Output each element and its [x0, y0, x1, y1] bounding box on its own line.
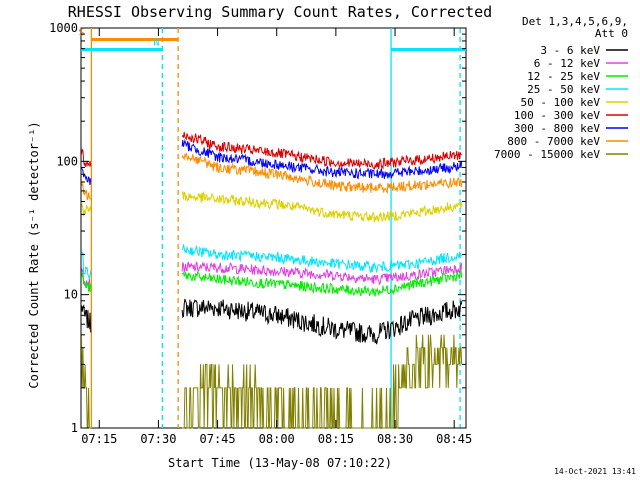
x-tick-label: 08:00: [259, 432, 295, 446]
legend-label: 7000 - 15000 keV: [494, 148, 600, 161]
series-line: [81, 244, 462, 280]
y-axis-label: Corrected Count Rate (s⁻¹ detector⁻¹): [27, 121, 41, 388]
legend-label: 6 - 12 keV: [534, 57, 601, 70]
timestamp: 14-Oct-2021 13:41: [554, 467, 636, 476]
series-line: [81, 298, 463, 345]
axes-layer: 07:15 07:30 07:45 08:00 08:15 08:30 08:45 1 10 10…: [49, 21, 472, 446]
x-tick-label: 07:15: [81, 432, 117, 446]
state-label: S: [78, 27, 84, 38]
legend-header-line-2: Att 0: [595, 27, 628, 40]
legend-label: 25 - 50 keV: [527, 83, 600, 96]
series-line: [81, 190, 463, 223]
legend-header: Det 1,3,4,5,6,9, Att 0: [522, 15, 628, 40]
series-line: [81, 334, 463, 429]
legend-label: 100 - 300 keV: [514, 109, 600, 122]
series-line: [81, 138, 463, 186]
legend-label: 12 - 25 keV: [527, 70, 600, 83]
legend-header-line-1: Det 1,3,4,5,6,9,: [522, 15, 628, 28]
legend-label: 3 - 6 keV: [540, 44, 600, 57]
x-axis-label: Start Time (13-May-08 07:10:22): [168, 456, 392, 470]
series-line: [81, 261, 463, 289]
series-line: [81, 152, 463, 201]
markers-layer: SN: [78, 27, 466, 428]
x-tick-label: 08:30: [377, 432, 413, 446]
x-tick-label: 07:30: [140, 432, 176, 446]
legend-label: 300 - 800 keV: [514, 122, 600, 135]
legend-label: 800 - 7000 keV: [507, 135, 600, 148]
plot-frame: [80, 27, 467, 429]
x-tick-label: 07:45: [200, 432, 236, 446]
series-line: [81, 270, 463, 297]
state-label: N: [153, 37, 159, 48]
y-tick-label: 1000: [49, 21, 78, 35]
series-line: [81, 131, 462, 170]
y-tick-label: 1: [71, 421, 78, 435]
series-layer: [81, 131, 463, 429]
x-tick-label: 08:15: [318, 432, 354, 446]
x-tick-label: 08:45: [436, 432, 472, 446]
y-tick-label: 10: [64, 288, 78, 302]
chart-title: RHESSI Observing Summary Count Rates, Co…: [68, 3, 492, 21]
y-tick-label: 100: [56, 154, 78, 168]
legend-label: 50 - 100 keV: [521, 96, 601, 109]
